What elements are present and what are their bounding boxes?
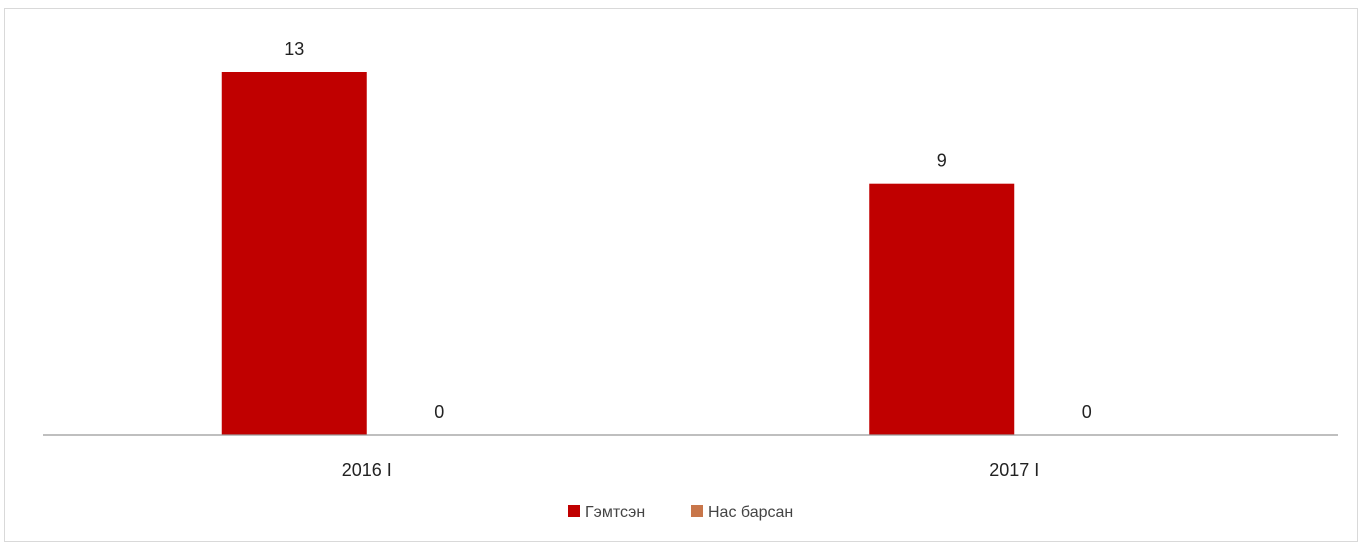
bar-2016-I-series-0 [221, 72, 367, 435]
data-label: 0 [434, 402, 444, 422]
category-labels-group: 2016 I 2017 I [342, 460, 1040, 480]
legend-swatch [568, 505, 580, 517]
data-labels-group: 13 0 9 0 [284, 39, 1092, 422]
bars-group [221, 72, 1015, 435]
legend-label: Нас барсан [708, 504, 793, 521]
data-label: 13 [284, 39, 304, 59]
category-label: 2017 I [989, 460, 1039, 480]
bar-2017-I-series-0 [869, 183, 1015, 435]
legend-swatch [691, 505, 703, 517]
category-label: 2016 I [342, 460, 392, 480]
legend-label: Гэмтсэн [585, 504, 645, 521]
legend: Гэмтсэн Нас барсан [568, 504, 793, 521]
data-label: 9 [937, 151, 947, 171]
data-label: 0 [1082, 402, 1092, 422]
